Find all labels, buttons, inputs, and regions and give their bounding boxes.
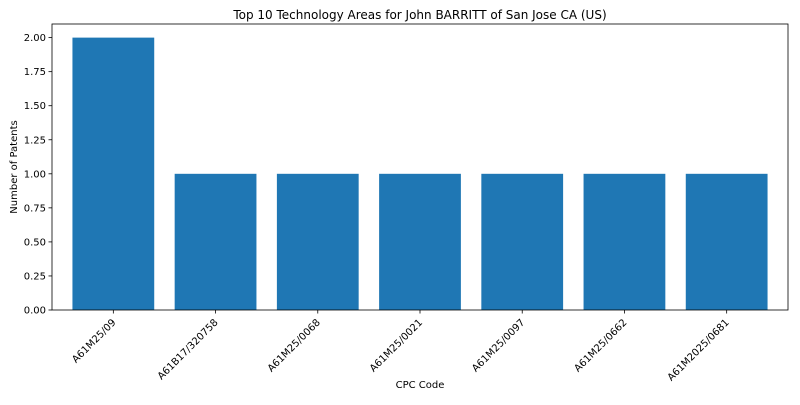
x-tick-label: A61M2025/0681	[666, 317, 732, 383]
x-tick-label: A61M25/0097	[470, 317, 527, 374]
y-tick-label: 1.75	[24, 67, 46, 78]
bar-6	[584, 174, 666, 310]
y-tick-label: 0.50	[24, 237, 46, 248]
y-tick-label: 0.00	[24, 306, 46, 317]
y-tick-label: 1.00	[24, 169, 46, 180]
x-tick-label: A61M25/0662	[572, 317, 629, 374]
y-tick-label: 0.75	[24, 203, 46, 214]
x-axis-label: CPC Code	[396, 380, 445, 391]
x-tick-label: A61B17/320758	[156, 317, 221, 382]
y-axis: 0.00 0.25 0.50 0.75 1.00 1.25 1.50 1.75 2.00	[24, 33, 52, 316]
x-tick-label: A61M25/0021	[368, 317, 425, 374]
y-tick-label: 0.25	[24, 271, 46, 282]
y-tick-label: 1.50	[24, 101, 46, 112]
bar-5	[481, 174, 563, 310]
y-tick-label: 1.25	[24, 135, 46, 146]
y-axis-label: Number of Patents	[9, 120, 20, 213]
chart-title: Top 10 Technology Areas for John BARRITT…	[232, 8, 606, 22]
bar-3	[277, 174, 359, 310]
bar-4	[379, 174, 461, 310]
y-tick-label: 2.00	[24, 33, 46, 44]
x-tick-label: A61M25/0068	[266, 317, 323, 374]
x-tick-label: A61M25/09	[70, 317, 118, 365]
x-axis: A61M25/09 A61B17/320758 A61M25/0068 A61M25/…	[70, 310, 731, 383]
bars-layer	[72, 38, 767, 310]
bar-2	[175, 174, 257, 310]
bar-7	[686, 174, 768, 310]
bar-1	[72, 38, 154, 310]
